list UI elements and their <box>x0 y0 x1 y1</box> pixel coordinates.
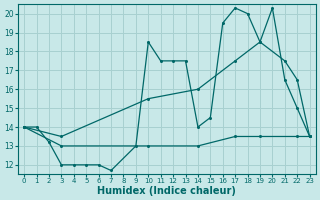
X-axis label: Humidex (Indice chaleur): Humidex (Indice chaleur) <box>98 186 236 196</box>
